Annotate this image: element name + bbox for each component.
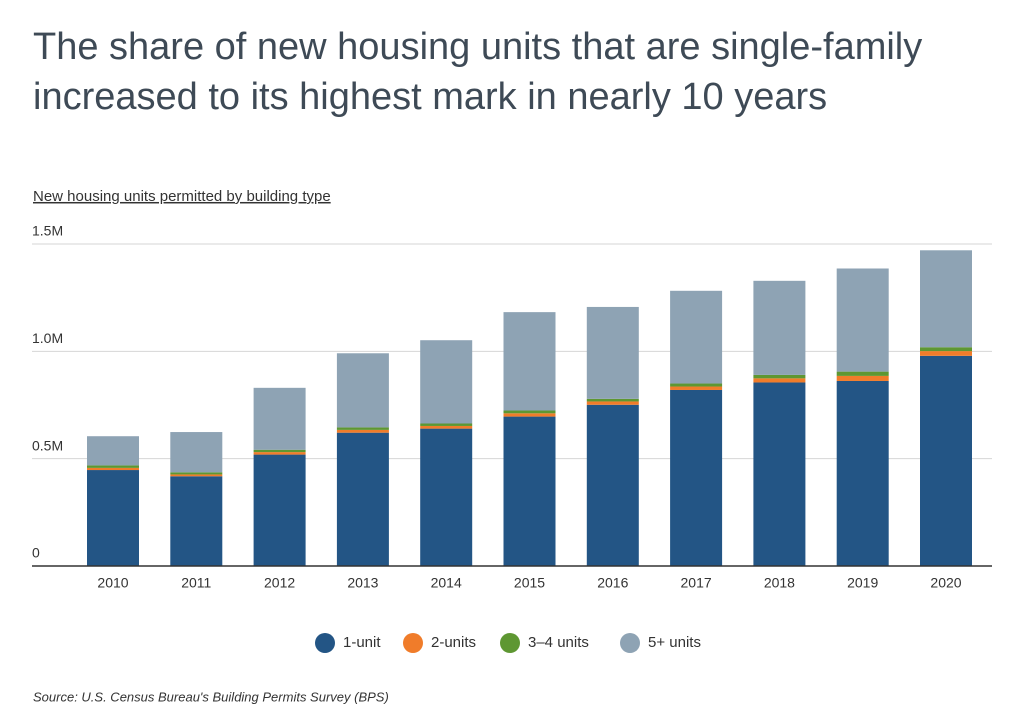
bar-segment (253, 452, 306, 455)
bar-segment (836, 268, 889, 372)
bar-segment (753, 378, 806, 383)
x-tick-label: 2013 (347, 575, 378, 591)
bar-segment (420, 423, 473, 426)
bar-segment (336, 427, 389, 430)
y-tick-label: 1.5M (32, 223, 63, 239)
bar-segment (670, 290, 723, 384)
bar-segment (420, 340, 473, 424)
bar-segment (670, 386, 723, 390)
legend-marker (403, 633, 423, 653)
x-tick-label: 2017 (681, 575, 712, 591)
bar-segment (586, 401, 639, 405)
bar-segment (836, 375, 889, 381)
x-tick-label: 2014 (431, 575, 462, 591)
x-tick-label: 2016 (597, 575, 628, 591)
y-tick-label: 1.0M (32, 330, 63, 346)
bar-segment (586, 404, 639, 566)
bar-segment (336, 432, 389, 566)
bar-segment (753, 382, 806, 566)
x-tick-label: 2020 (930, 575, 961, 591)
bar-segment (920, 347, 972, 352)
bar-segment (87, 465, 139, 468)
bar-segment (586, 398, 639, 402)
legend-label: 3–4 units (528, 634, 589, 651)
bar-segment (503, 410, 556, 414)
x-tick-label: 2011 (181, 575, 211, 591)
bar-segment (503, 312, 556, 411)
bar-segment (170, 474, 223, 477)
x-tick-label: 2015 (514, 575, 545, 591)
x-tick-label: 2018 (764, 575, 795, 591)
chart-subtitle: New housing units permitted by building … (33, 188, 331, 205)
bar-segment (420, 428, 473, 566)
legend-label: 2-units (431, 634, 476, 651)
bar-segment (170, 472, 223, 475)
bar-segment (586, 306, 639, 399)
x-tick-label: 2012 (264, 575, 295, 591)
bar-segment (503, 413, 556, 417)
bar-segment (670, 383, 723, 387)
bar-segment (87, 436, 139, 466)
legend-label: 5+ units (648, 634, 701, 651)
bar-segment (670, 389, 723, 566)
legend-label: 1-unit (343, 634, 381, 651)
legend-marker (620, 633, 640, 653)
x-tick-label: 2010 (97, 575, 128, 591)
bar-segment (920, 355, 972, 566)
bar-segment (336, 353, 389, 428)
bar-segment (920, 250, 972, 348)
legend-marker (315, 633, 335, 653)
bar-segment (253, 449, 306, 453)
y-tick-label: 0 (32, 545, 40, 561)
bar-segment (753, 280, 806, 375)
bar-segment (87, 470, 139, 566)
bar-segment (253, 454, 306, 566)
bar-segment (920, 351, 972, 356)
bar-segment (420, 425, 473, 429)
bar-segment (253, 387, 306, 450)
legend-marker (500, 633, 520, 653)
bar-segment (87, 467, 139, 471)
bar-segment (336, 429, 389, 433)
x-tick-label: 2019 (847, 575, 878, 591)
chart-title: The share of new housing units that are … (33, 26, 923, 118)
bar-segment (836, 371, 889, 376)
bar-segment (836, 380, 889, 566)
bar-segment (503, 416, 556, 566)
y-tick-label: 0.5M (32, 437, 63, 453)
bar-segment (170, 432, 223, 473)
bar-segment (170, 476, 223, 566)
bar-segment (753, 374, 806, 379)
source: Source: U.S. Census Bureau's Building Pe… (33, 689, 389, 704)
